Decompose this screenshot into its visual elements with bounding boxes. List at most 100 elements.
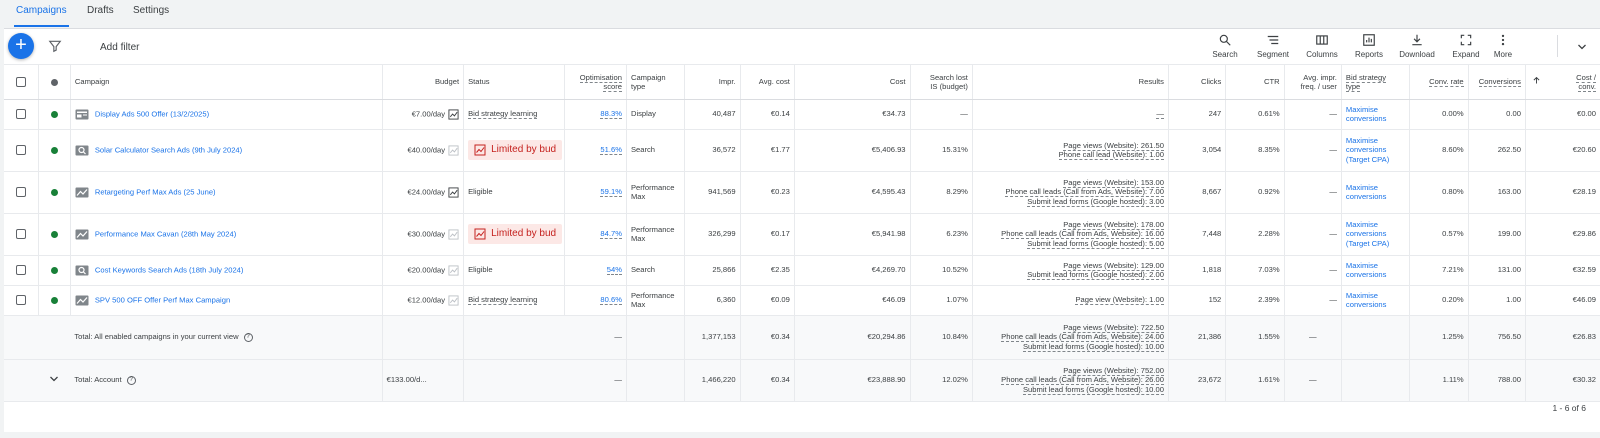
campaign-name-link[interactable]: Solar Calculator Search Ads (9th July 20… (94, 145, 243, 154)
budget-trend-icon[interactable] (448, 108, 459, 120)
budget-value[interactable]: €12.00/day (407, 295, 446, 304)
bid-strategy-link[interactable]: Maximise conversions (1346, 105, 1387, 124)
campaign-name-link[interactable]: Retargeting Perf Max Ads (25 June) (94, 187, 216, 196)
col-impr[interactable]: Impr. (684, 65, 741, 100)
budget-trend-icon[interactable] (448, 264, 459, 276)
result-line[interactable]: Submit lead forms (Google hosted): 2.00 (1027, 270, 1164, 280)
total-result-line[interactable]: Page views (Website): 722.50 (1063, 322, 1164, 333)
col-ctr[interactable]: CTR (1225, 65, 1285, 100)
limited-budget-badge[interactable]: Limited by bud (468, 224, 563, 244)
col-search-lost[interactable]: Search lost IS (budget) (910, 65, 973, 100)
row-checkbox[interactable] (15, 145, 26, 155)
total-result-line[interactable]: Submit lead forms (Google hosted): 10.00 (1022, 384, 1164, 395)
columns-button[interactable]: Columns (1300, 33, 1344, 59)
row-checkbox[interactable] (15, 109, 26, 119)
opt-score-link[interactable]: 84.7% (600, 229, 622, 240)
budget-value[interactable]: €20.00/day (407, 265, 446, 274)
select-all-checkbox[interactable] (15, 76, 26, 87)
result-line[interactable]: Page views (Website): 178.00 (1063, 219, 1164, 230)
result-line[interactable]: — (1156, 109, 1164, 120)
col-avg-cost[interactable]: Avg. cost (740, 65, 795, 100)
budget-value[interactable]: €40.00/day (407, 145, 446, 154)
table-row[interactable]: Solar Calculator Search Ads (9th July 20… (4, 129, 1600, 172)
more-button[interactable]: More (1481, 33, 1525, 59)
col-results[interactable]: Results (972, 65, 1169, 100)
enabled-status-dot[interactable] (50, 266, 58, 274)
opt-score-link[interactable]: 51.6% (600, 145, 622, 156)
table-row[interactable]: SPV 500 OFF Offer Perf Max Campaign €12.… (4, 285, 1600, 316)
create-button[interactable]: + (8, 33, 34, 59)
col-campaign-type[interactable]: Campaign type (626, 65, 686, 100)
campaign-name-link[interactable]: Cost Keywords Search Ads (18th July 2024… (94, 265, 244, 274)
help-icon[interactable]: ? (126, 375, 136, 385)
budget-value[interactable]: €24.00/day (407, 187, 446, 196)
table-row[interactable]: Display Ads 500 Offer (13/2/2025) €7.00/… (4, 99, 1600, 130)
search-button[interactable]: Search (1203, 33, 1247, 59)
result-line[interactable]: Page views (Website): 129.00 (1063, 260, 1164, 271)
result-line[interactable]: Phone call lead (Website): 1.00 (1058, 150, 1164, 160)
row-checkbox[interactable] (15, 295, 26, 305)
enabled-status-dot[interactable] (50, 230, 58, 238)
total-result-line[interactable]: Page views (Website): 752.00 (1063, 365, 1164, 376)
result-line[interactable]: Submit lead forms (Google hosted): 5.00 (1027, 238, 1164, 249)
status-filter-dot[interactable] (50, 78, 58, 86)
bid-strategy-link[interactable]: Maximise conversions (1346, 183, 1387, 202)
col-status[interactable]: Status (463, 65, 565, 100)
reports-button[interactable]: Reports (1347, 33, 1391, 59)
budget-value[interactable]: €7.00/day (411, 109, 446, 118)
col-conv-rate[interactable]: Conv. rate (1409, 65, 1469, 100)
result-line[interactable]: Phone call leads (Call from Ads, Website… (1001, 229, 1164, 240)
enabled-status-dot[interactable] (50, 146, 58, 154)
tab-campaigns[interactable]: Campaigns (14, 5, 69, 27)
col-conversions[interactable]: Conversions (1468, 65, 1526, 100)
opt-score-link[interactable]: 54% (606, 265, 622, 276)
sort-arrow-cell[interactable] (1525, 65, 1548, 100)
campaign-name-link[interactable]: SPV 500 OFF Offer Perf Max Campaign (94, 295, 231, 304)
col-opt-score[interactable]: Optimisation score (564, 65, 627, 100)
campaign-name-link[interactable]: Performance Max Cavan (28th May 2024) (94, 229, 237, 238)
bid-strategy-link[interactable]: Maximise conversions (Target CPA) (1346, 220, 1389, 248)
budget-value[interactable]: €30.00/day (407, 229, 446, 238)
total-result-line[interactable]: Phone call leads (Call from Ads, Website… (1001, 375, 1164, 386)
enabled-status-dot[interactable] (50, 296, 58, 304)
col-avg-freq[interactable]: Avg. impr. freq. / user (1284, 65, 1342, 100)
help-icon[interactable]: ? (243, 332, 253, 342)
result-line[interactable]: Page views (Website): 261.50 (1063, 140, 1164, 151)
expand-button[interactable]: Expand (1444, 33, 1488, 59)
col-budget[interactable]: Budget (382, 65, 465, 100)
budget-trend-icon[interactable] (448, 294, 459, 306)
table-row[interactable]: Retargeting Perf Max Ads (25 June) €24.0… (4, 171, 1600, 214)
row-checkbox[interactable] (15, 229, 26, 239)
row-checkbox[interactable] (15, 265, 26, 275)
budget-trend-icon[interactable] (448, 186, 459, 198)
result-line[interactable]: Submit lead forms (Google hosted): 3.00 (1027, 196, 1164, 207)
chevron-down-icon[interactable] (48, 373, 60, 385)
tab-drafts[interactable]: Drafts (87, 5, 114, 16)
budget-trend-icon[interactable] (448, 228, 459, 240)
opt-score-link[interactable]: 88.3% (600, 109, 622, 120)
status-text[interactable]: Bid strategy learning (468, 295, 538, 306)
table-row[interactable]: Performance Max Cavan (28th May 2024) €3… (4, 213, 1600, 256)
col-cost-conv[interactable]: Cost / conv. (1547, 65, 1600, 100)
opt-score-link[interactable]: 59.1% (600, 187, 622, 198)
campaign-name-link[interactable]: Display Ads 500 Offer (13/2/2025) (94, 109, 210, 118)
bid-strategy-link[interactable]: Maximise conversions (1346, 261, 1387, 280)
total-result-line[interactable]: Submit lead forms (Google hosted): 10.00 (1022, 341, 1164, 352)
result-line[interactable]: Page views (Website): 153.00 (1063, 177, 1164, 188)
add-filter-button[interactable]: Add filter (100, 42, 140, 53)
row-checkbox[interactable] (15, 187, 26, 197)
enabled-status-dot[interactable] (50, 110, 58, 118)
col-bid-strategy[interactable]: Bid strategy type (1341, 65, 1411, 100)
table-row[interactable]: Cost Keywords Search Ads (18th July 2024… (4, 255, 1600, 286)
segment-button[interactable]: Segment (1251, 33, 1295, 59)
col-cost[interactable]: Cost (794, 65, 911, 100)
result-line[interactable]: Phone call leads (Call from Ads, Website… (1005, 187, 1164, 198)
col-clicks[interactable]: Clicks (1168, 65, 1227, 100)
chevron-down-icon[interactable] (1576, 41, 1588, 53)
budget-trend-icon[interactable] (448, 144, 459, 156)
result-line[interactable]: Page view (Website): 1.00 (1075, 295, 1164, 306)
filter-icon[interactable] (48, 39, 62, 53)
bid-strategy-link[interactable]: Maximise conversions (Target CPA) (1346, 136, 1389, 164)
bid-strategy-link[interactable]: Maximise conversions (1346, 291, 1387, 310)
col-campaign[interactable]: Campaign (70, 65, 383, 100)
